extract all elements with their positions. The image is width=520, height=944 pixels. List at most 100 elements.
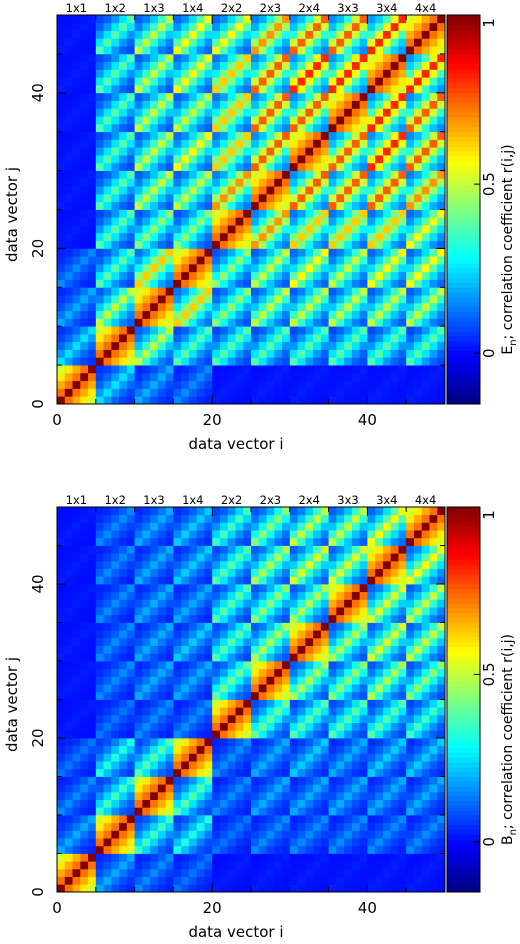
e-mode-heatmap-cell bbox=[413, 295, 423, 304]
e-mode-heatmap-cell bbox=[351, 225, 361, 234]
b-mode-heatmap-cell bbox=[173, 784, 182, 793]
e-mode-heatmap-cell bbox=[367, 341, 376, 350]
b-mode-heatmap-cell bbox=[173, 730, 182, 739]
b-mode-heatmap-cell bbox=[243, 653, 252, 662]
b-mode-heatmap-cell bbox=[367, 807, 376, 816]
e-mode-heatmap-cell bbox=[150, 365, 159, 374]
b-mode-heatmap-cell bbox=[227, 730, 236, 739]
b-mode-heatmap-cell bbox=[196, 768, 205, 777]
b-mode-heatmap-cell bbox=[235, 607, 244, 616]
e-mode-heatmap-cell bbox=[359, 279, 368, 288]
b-mode-heatmap-cell bbox=[196, 537, 205, 546]
b-mode-heatmap-cell bbox=[367, 584, 376, 593]
b-mode-heatmap-cell bbox=[305, 815, 314, 824]
b-mode-heatmap-cell bbox=[351, 699, 361, 708]
e-mode-heatmap-cell bbox=[64, 22, 73, 31]
b-mode-heatmap-cell bbox=[382, 784, 392, 793]
b-mode-heatmap-cell bbox=[305, 861, 314, 870]
e-mode-heatmap-cell bbox=[57, 201, 66, 210]
b-mode-heatmap-cell bbox=[212, 784, 221, 793]
b-mode-heatmap-cell bbox=[320, 645, 329, 654]
b-mode-heatmap-cell bbox=[165, 738, 174, 747]
e-mode-heatmap-cell bbox=[119, 380, 128, 389]
e-mode-heatmap-cell bbox=[305, 232, 314, 242]
e-mode-heatmap-cell bbox=[142, 365, 151, 374]
e-mode-heatmap-cell bbox=[289, 225, 298, 234]
b-mode-heatmap-cell bbox=[406, 853, 415, 862]
e-mode-heatmap-cell bbox=[328, 256, 337, 265]
b-mode-heatmap-cell bbox=[359, 614, 368, 623]
e-mode-heatmap-cell bbox=[289, 61, 298, 70]
b-mode-heatmap-cell bbox=[367, 591, 376, 600]
b-mode-heatmap-cell bbox=[336, 868, 345, 877]
e-mode-heatmap-cell bbox=[398, 85, 407, 94]
b-mode-heatmap-cell bbox=[80, 645, 89, 654]
b-mode-heatmap-cell bbox=[320, 761, 329, 770]
e-mode-heatmap-cell bbox=[429, 139, 438, 148]
b-mode-heatmap-cell bbox=[119, 607, 128, 616]
e-mode-heatmap-cell bbox=[351, 170, 361, 179]
b-mode-heatmap-cell bbox=[165, 784, 174, 793]
b-mode-heatmap-cell bbox=[134, 584, 143, 593]
b-mode-heatmap-cell bbox=[351, 653, 361, 662]
b-mode-heatmap-cell bbox=[336, 622, 345, 631]
b-mode-heatmap-cell bbox=[382, 553, 392, 562]
e-mode-heatmap-cell bbox=[188, 178, 198, 187]
b-mode-heatmap-cell bbox=[134, 815, 143, 824]
e-mode-heatmap-cell bbox=[258, 232, 267, 242]
e-mode-heatmap-cell bbox=[188, 341, 198, 350]
e-mode-colorbar-step bbox=[447, 185, 480, 191]
e-mode-heatmap-cell bbox=[72, 139, 81, 148]
e-mode-heatmap-cell bbox=[95, 193, 104, 203]
e-mode-heatmap-cell bbox=[150, 155, 159, 164]
b-mode-heatmap-cell bbox=[305, 738, 314, 747]
b-mode-heatmap-cell bbox=[165, 822, 174, 831]
e-mode-heatmap-cell bbox=[367, 201, 376, 210]
b-mode-heatmap-cell bbox=[266, 714, 275, 723]
e-mode-heatmap-cell bbox=[375, 100, 384, 109]
e-mode-heatmap-cell bbox=[359, 61, 368, 70]
e-mode-colorbar-step bbox=[447, 15, 480, 21]
e-mode-heatmap-cell bbox=[72, 116, 81, 125]
b-mode-heatmap-cell bbox=[344, 668, 353, 677]
b-mode-heatmap-cell bbox=[282, 699, 291, 708]
b-mode-heatmap-cell bbox=[390, 799, 399, 808]
b-mode-heatmap-cell bbox=[219, 699, 229, 708]
e-mode-heatmap-cell bbox=[103, 365, 112, 374]
b-mode-heatmap-cell bbox=[188, 591, 198, 600]
b-mode-heatmap-cell bbox=[336, 745, 345, 754]
b-mode-heatmap-cell bbox=[188, 668, 198, 677]
e-mode-heatmap-cell bbox=[313, 139, 322, 148]
b-mode-heatmap-cell bbox=[320, 768, 329, 777]
e-mode-heatmap-cell bbox=[243, 15, 252, 24]
e-mode-heatmap-cell bbox=[297, 326, 306, 335]
e-mode-heatmap-cell bbox=[165, 147, 174, 156]
b-mode-heatmap-cell bbox=[375, 637, 384, 646]
e-mode-heatmap-cell bbox=[398, 357, 407, 366]
b-mode-heatmap-cell bbox=[134, 784, 143, 793]
e-mode-heatmap-cell bbox=[429, 15, 438, 24]
e-mode-heatmap-cell bbox=[111, 225, 120, 234]
b-mode-heatmap-cell bbox=[398, 768, 407, 777]
b-mode-heatmap-cell bbox=[103, 807, 112, 816]
e-mode-heatmap-cell bbox=[188, 61, 198, 70]
b-mode-heatmap-cell bbox=[251, 738, 260, 747]
b-mode-heatmap-cell bbox=[375, 707, 384, 716]
b-mode-heatmap-cell bbox=[173, 530, 182, 539]
b-mode-heatmap-cell bbox=[72, 784, 81, 793]
e-mode-heatmap-cell bbox=[297, 116, 306, 125]
e-mode-heatmap-cell bbox=[235, 232, 244, 242]
e-mode-heatmap-cell bbox=[181, 341, 190, 350]
e-mode-heatmap-cell bbox=[328, 396, 337, 405]
e-mode-heatmap-cell bbox=[64, 310, 73, 319]
e-mode-heatmap-cell bbox=[382, 256, 392, 265]
b-mode-heatmap-cell bbox=[398, 853, 407, 862]
b-mode-heatmap-cell bbox=[243, 530, 252, 539]
e-mode-heatmap-cell bbox=[328, 388, 337, 397]
e-mode-heatmap-cell bbox=[258, 271, 267, 280]
b-mode-heatmap-cell bbox=[111, 707, 120, 716]
e-mode-heatmap-cell bbox=[429, 108, 438, 117]
b-mode-heatmap-cell bbox=[390, 745, 399, 754]
b-mode-heatmap-cell bbox=[142, 576, 151, 585]
e-mode-heatmap-cell bbox=[258, 217, 267, 226]
